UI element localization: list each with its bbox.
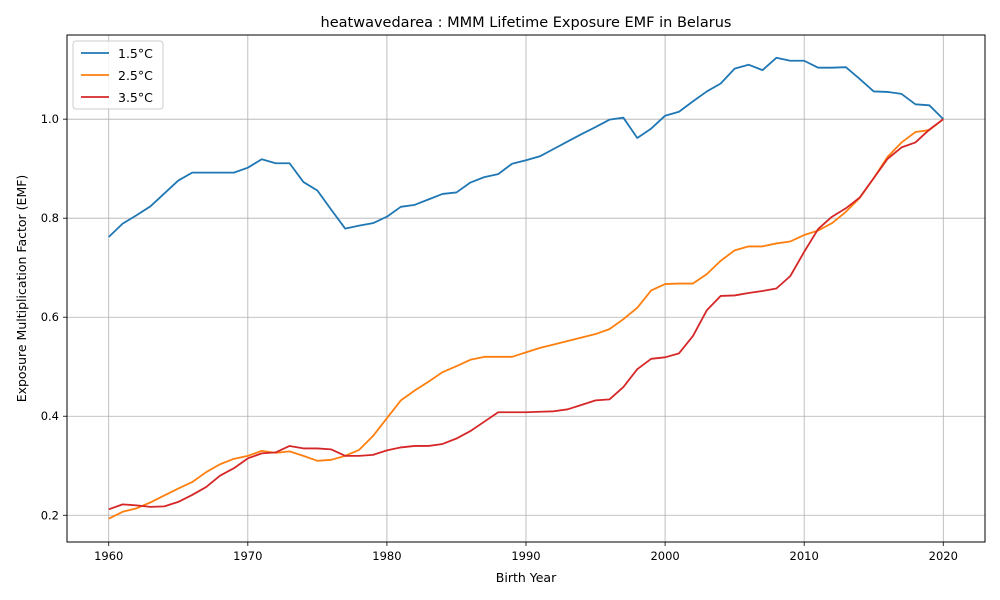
series-line-2-5c <box>108 118 944 520</box>
y-tick-label: 0.2 <box>41 508 59 522</box>
x-tick-label: 2010 <box>790 549 819 563</box>
x-axis-label: Birth Year <box>496 570 557 585</box>
x-tick-label: 1980 <box>372 549 401 563</box>
legend-box <box>72 40 164 110</box>
y-axis-label: Exposure Multiplication Factor (EMF) <box>14 175 29 403</box>
series-line-1-5c <box>108 56 944 238</box>
grid <box>67 35 985 542</box>
y-tick-label: 0.6 <box>41 310 59 324</box>
legend-label-2-5c: 2.5°C <box>118 68 153 83</box>
y-tick-label: 0.8 <box>41 211 59 225</box>
x-tick-label: 1990 <box>511 549 540 563</box>
series-line-3-5c <box>108 118 944 511</box>
x-tick-label: 2000 <box>650 549 679 563</box>
x-tick-label: 1960 <box>94 549 123 563</box>
chart-title: heatwavedarea : MMM Lifetime Exposure EM… <box>321 15 732 31</box>
legend: 1.5°C 2.5°C 3.5°C <box>72 40 164 110</box>
y-tick-label: 1.0 <box>41 112 59 126</box>
x-tick-label: 1970 <box>233 549 262 563</box>
legend-label-1-5c: 1.5°C <box>118 46 153 61</box>
x-tick-label: 2020 <box>929 549 958 563</box>
series-lines <box>108 56 944 520</box>
legend-label-3-5c: 3.5°C <box>118 90 153 105</box>
y-tick-label: 0.4 <box>41 409 59 423</box>
axis-ticks: 1960 1970 1980 1990 2000 2010 2020 0.2 0.4 0.6 0.8… <box>41 112 958 563</box>
